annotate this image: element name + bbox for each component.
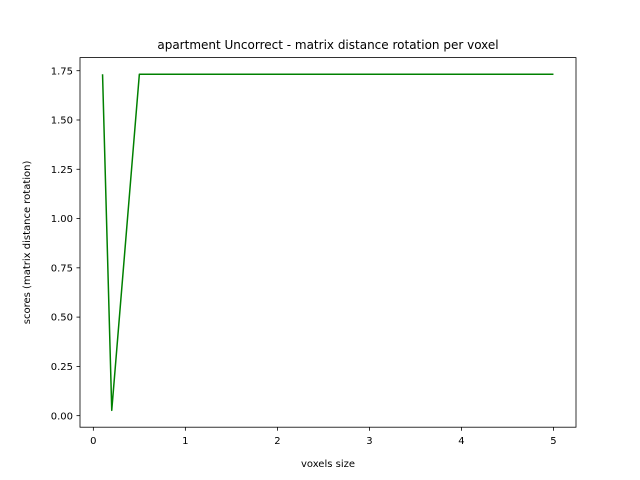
chart-title: apartment Uncorrect - matrix distance ro… (157, 38, 498, 52)
x-tick-label: 5 (550, 436, 556, 447)
x-tick-label: 0 (90, 436, 96, 447)
x-tick-label: 1 (182, 436, 188, 447)
x-tick-label: 2 (274, 436, 280, 447)
y-tick-label: 0.50 (51, 313, 73, 324)
y-tick-label: 1.00 (51, 214, 73, 225)
x-axis-ticks: 0 1 2 3 4 5 (90, 427, 557, 447)
series-line (101, 73, 554, 412)
y-tick-label: 1.50 (51, 116, 73, 127)
plot-frame (79, 57, 577, 428)
y-tick-label: 0.00 (51, 411, 73, 422)
x-tick-label: 4 (458, 436, 464, 447)
x-tick-label: 3 (366, 436, 372, 447)
x-axis-label: voxels size (301, 459, 355, 470)
y-tick-label: 1.75 (51, 66, 73, 77)
y-tick-label: 0.75 (51, 263, 73, 274)
y-axis-label: scores (matrix distance rotation) (22, 161, 33, 325)
y-tick-label: 1.25 (51, 165, 73, 176)
plot-area (80, 57, 576, 428)
y-axis-ticks: 0.00 0.25 0.50 0.75 1.00 1.25 1.50 1.75 (51, 66, 80, 422)
series-layer (101, 73, 554, 412)
y-tick-label: 0.25 (51, 362, 73, 373)
